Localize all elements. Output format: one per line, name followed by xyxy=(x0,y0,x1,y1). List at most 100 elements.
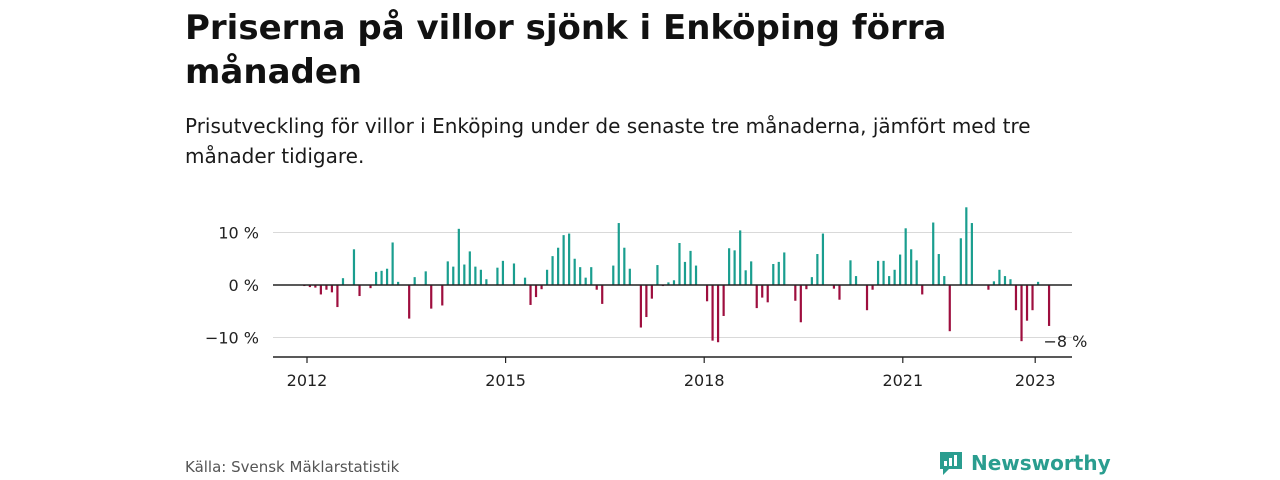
bar xyxy=(810,277,813,285)
bar xyxy=(568,233,571,285)
bar xyxy=(656,265,659,285)
bar xyxy=(1047,285,1051,326)
bar xyxy=(678,243,681,285)
bar xyxy=(557,247,560,285)
bar xyxy=(584,277,587,285)
bar xyxy=(838,285,841,300)
bar xyxy=(424,271,427,285)
bar xyxy=(617,223,620,285)
bar xyxy=(430,285,433,309)
bar xyxy=(694,265,698,285)
bar xyxy=(761,285,764,298)
bar xyxy=(579,267,582,285)
bar xyxy=(623,247,626,285)
bar xyxy=(937,254,940,285)
bar xyxy=(562,235,565,285)
bar xyxy=(479,269,482,285)
brand-logo[interactable]: Newsworthy xyxy=(937,449,1111,477)
y-tick-label: 0 % xyxy=(229,276,259,295)
tick-labels: 10 % 0 % −10 % 2012 2015 2018 2021 2023 −8 % xyxy=(205,224,1087,391)
bar xyxy=(341,278,345,285)
bar xyxy=(385,268,389,285)
bar xyxy=(667,282,670,285)
chart-subtitle: Prisutveckling för villor i Enköping und… xyxy=(185,114,1031,168)
x-tick-label: 2018 xyxy=(684,371,725,390)
bar xyxy=(463,264,466,285)
bar xyxy=(529,285,532,305)
bar xyxy=(882,260,885,285)
bar xyxy=(943,276,946,285)
bar xyxy=(523,277,527,285)
bar xyxy=(501,260,505,285)
bar xyxy=(728,248,731,285)
x-tick-label: 2023 xyxy=(1015,371,1056,390)
x-tick-label: 2015 xyxy=(485,371,526,390)
bar xyxy=(794,285,797,301)
bar xyxy=(805,285,808,290)
bar xyxy=(1031,285,1034,311)
axes xyxy=(273,284,1072,363)
bar xyxy=(854,276,858,285)
bar xyxy=(816,254,819,285)
bar xyxy=(777,261,780,285)
bar xyxy=(965,207,968,285)
bar xyxy=(397,281,400,285)
bar xyxy=(750,261,753,285)
bar xyxy=(992,281,996,285)
bar xyxy=(358,285,361,297)
bar xyxy=(1025,285,1029,321)
bar xyxy=(468,251,471,285)
bar xyxy=(899,254,902,285)
gridlines xyxy=(273,232,1072,338)
bar xyxy=(485,279,488,285)
newsworthy-logo-icon xyxy=(940,452,962,475)
bar xyxy=(970,223,973,285)
bar xyxy=(705,285,709,302)
bar xyxy=(540,285,543,290)
bar xyxy=(893,269,896,285)
bar xyxy=(987,285,990,290)
bar xyxy=(849,260,852,285)
bar xyxy=(650,285,653,299)
bar xyxy=(904,228,907,285)
bar xyxy=(865,285,869,311)
bar xyxy=(821,233,825,285)
bar xyxy=(1009,279,1012,285)
bar xyxy=(915,260,918,285)
bar xyxy=(408,285,411,319)
bar xyxy=(959,238,962,285)
bar xyxy=(948,285,951,332)
bar xyxy=(689,250,692,285)
bar xyxy=(512,263,516,285)
bar xyxy=(871,285,874,290)
x-tick-label: 2012 xyxy=(287,371,328,390)
bar xyxy=(998,269,1001,285)
y-tick-label: −10 % xyxy=(205,329,259,348)
bar xyxy=(921,285,924,295)
bar xyxy=(1036,281,1040,285)
bar xyxy=(545,269,549,285)
bar xyxy=(1020,285,1023,342)
bars xyxy=(303,207,1051,343)
bar xyxy=(910,249,913,285)
bar xyxy=(683,261,687,285)
bar xyxy=(551,256,554,285)
bar xyxy=(534,285,538,298)
bar xyxy=(744,270,747,285)
source-note: Källa: Svensk Mäklarstatistik xyxy=(185,458,400,476)
bar xyxy=(783,252,786,285)
bar xyxy=(413,277,416,285)
bar xyxy=(876,260,880,285)
y-tick-label: 10 % xyxy=(218,224,259,243)
bar-chart: 10 % 0 % −10 % 2012 2015 2018 2021 2023 −8 % xyxy=(205,207,1087,391)
bar xyxy=(330,285,334,293)
bar xyxy=(474,266,477,285)
bar xyxy=(590,267,593,285)
bar xyxy=(573,258,576,285)
bar xyxy=(1003,276,1007,285)
bar xyxy=(325,285,328,290)
bar xyxy=(772,264,775,285)
bar xyxy=(722,285,725,316)
bar xyxy=(446,261,449,285)
bar xyxy=(645,285,648,318)
